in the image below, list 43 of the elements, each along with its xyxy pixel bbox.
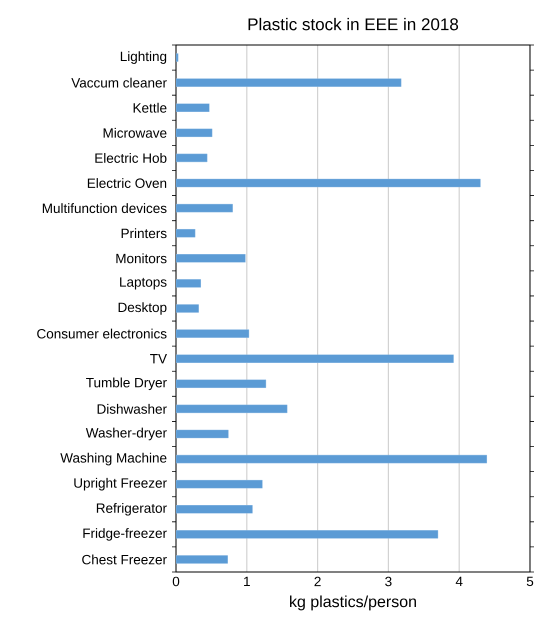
y-tick-label: Refrigerator — [96, 502, 167, 516]
y-tick-label: Electric Oven — [88, 178, 166, 188]
bar — [176, 254, 246, 263]
y-tick-label: Monitors — [116, 253, 167, 264]
bar — [176, 404, 288, 414]
y-tick-label: Laptops — [120, 277, 167, 290]
y-tick-label: Kettle — [134, 102, 166, 113]
bar — [176, 78, 402, 87]
y-tick-label: Vaccum cleaner — [71, 78, 167, 88]
y-tick-label: Printers — [122, 228, 167, 238]
bar — [176, 128, 212, 138]
x-tick-label: 0 — [172, 576, 180, 586]
y-tick-label: Tumble Dryer — [86, 377, 167, 390]
y-tick-label: Washer-dryer — [86, 428, 167, 440]
bar — [176, 380, 266, 388]
bar — [176, 505, 253, 514]
y-tick-label: Upright Freezer — [74, 478, 167, 490]
x-tick-label: 4 — [456, 576, 463, 586]
bar — [176, 354, 454, 363]
y-tick-label: Multifunction devices — [42, 203, 167, 214]
bar — [176, 329, 250, 338]
bar — [176, 229, 196, 238]
x-tick-label: 5 — [526, 576, 534, 586]
y-tick-label: Desktop — [118, 302, 166, 315]
y-tick-label: Microwave — [104, 128, 166, 138]
bar — [176, 204, 233, 212]
y-tick-label: Consumer electronics — [37, 328, 167, 339]
y-tick-label: TV — [150, 354, 167, 364]
x-axis-title: kg plastics/person — [290, 595, 416, 610]
bar — [176, 104, 210, 112]
x-tick-label: 1 — [244, 576, 250, 586]
x-tick-label: 2 — [314, 576, 321, 586]
bar — [176, 279, 201, 288]
y-tick-label: Electric Hob — [95, 152, 166, 163]
y-tick-label: Fridge-freezer — [83, 528, 167, 541]
bar — [176, 530, 438, 539]
y-tick-label: Chest Freezer — [82, 554, 167, 564]
y-tick-label: Lighting — [120, 51, 166, 64]
x-tick-label: 3 — [385, 576, 392, 586]
y-tick-label: Washing Machine — [60, 452, 166, 466]
y-tick-label: Dishwasher — [98, 404, 167, 414]
bar — [176, 480, 263, 488]
chart-title: Plastic stock in EEE in 2018 — [248, 18, 458, 30]
